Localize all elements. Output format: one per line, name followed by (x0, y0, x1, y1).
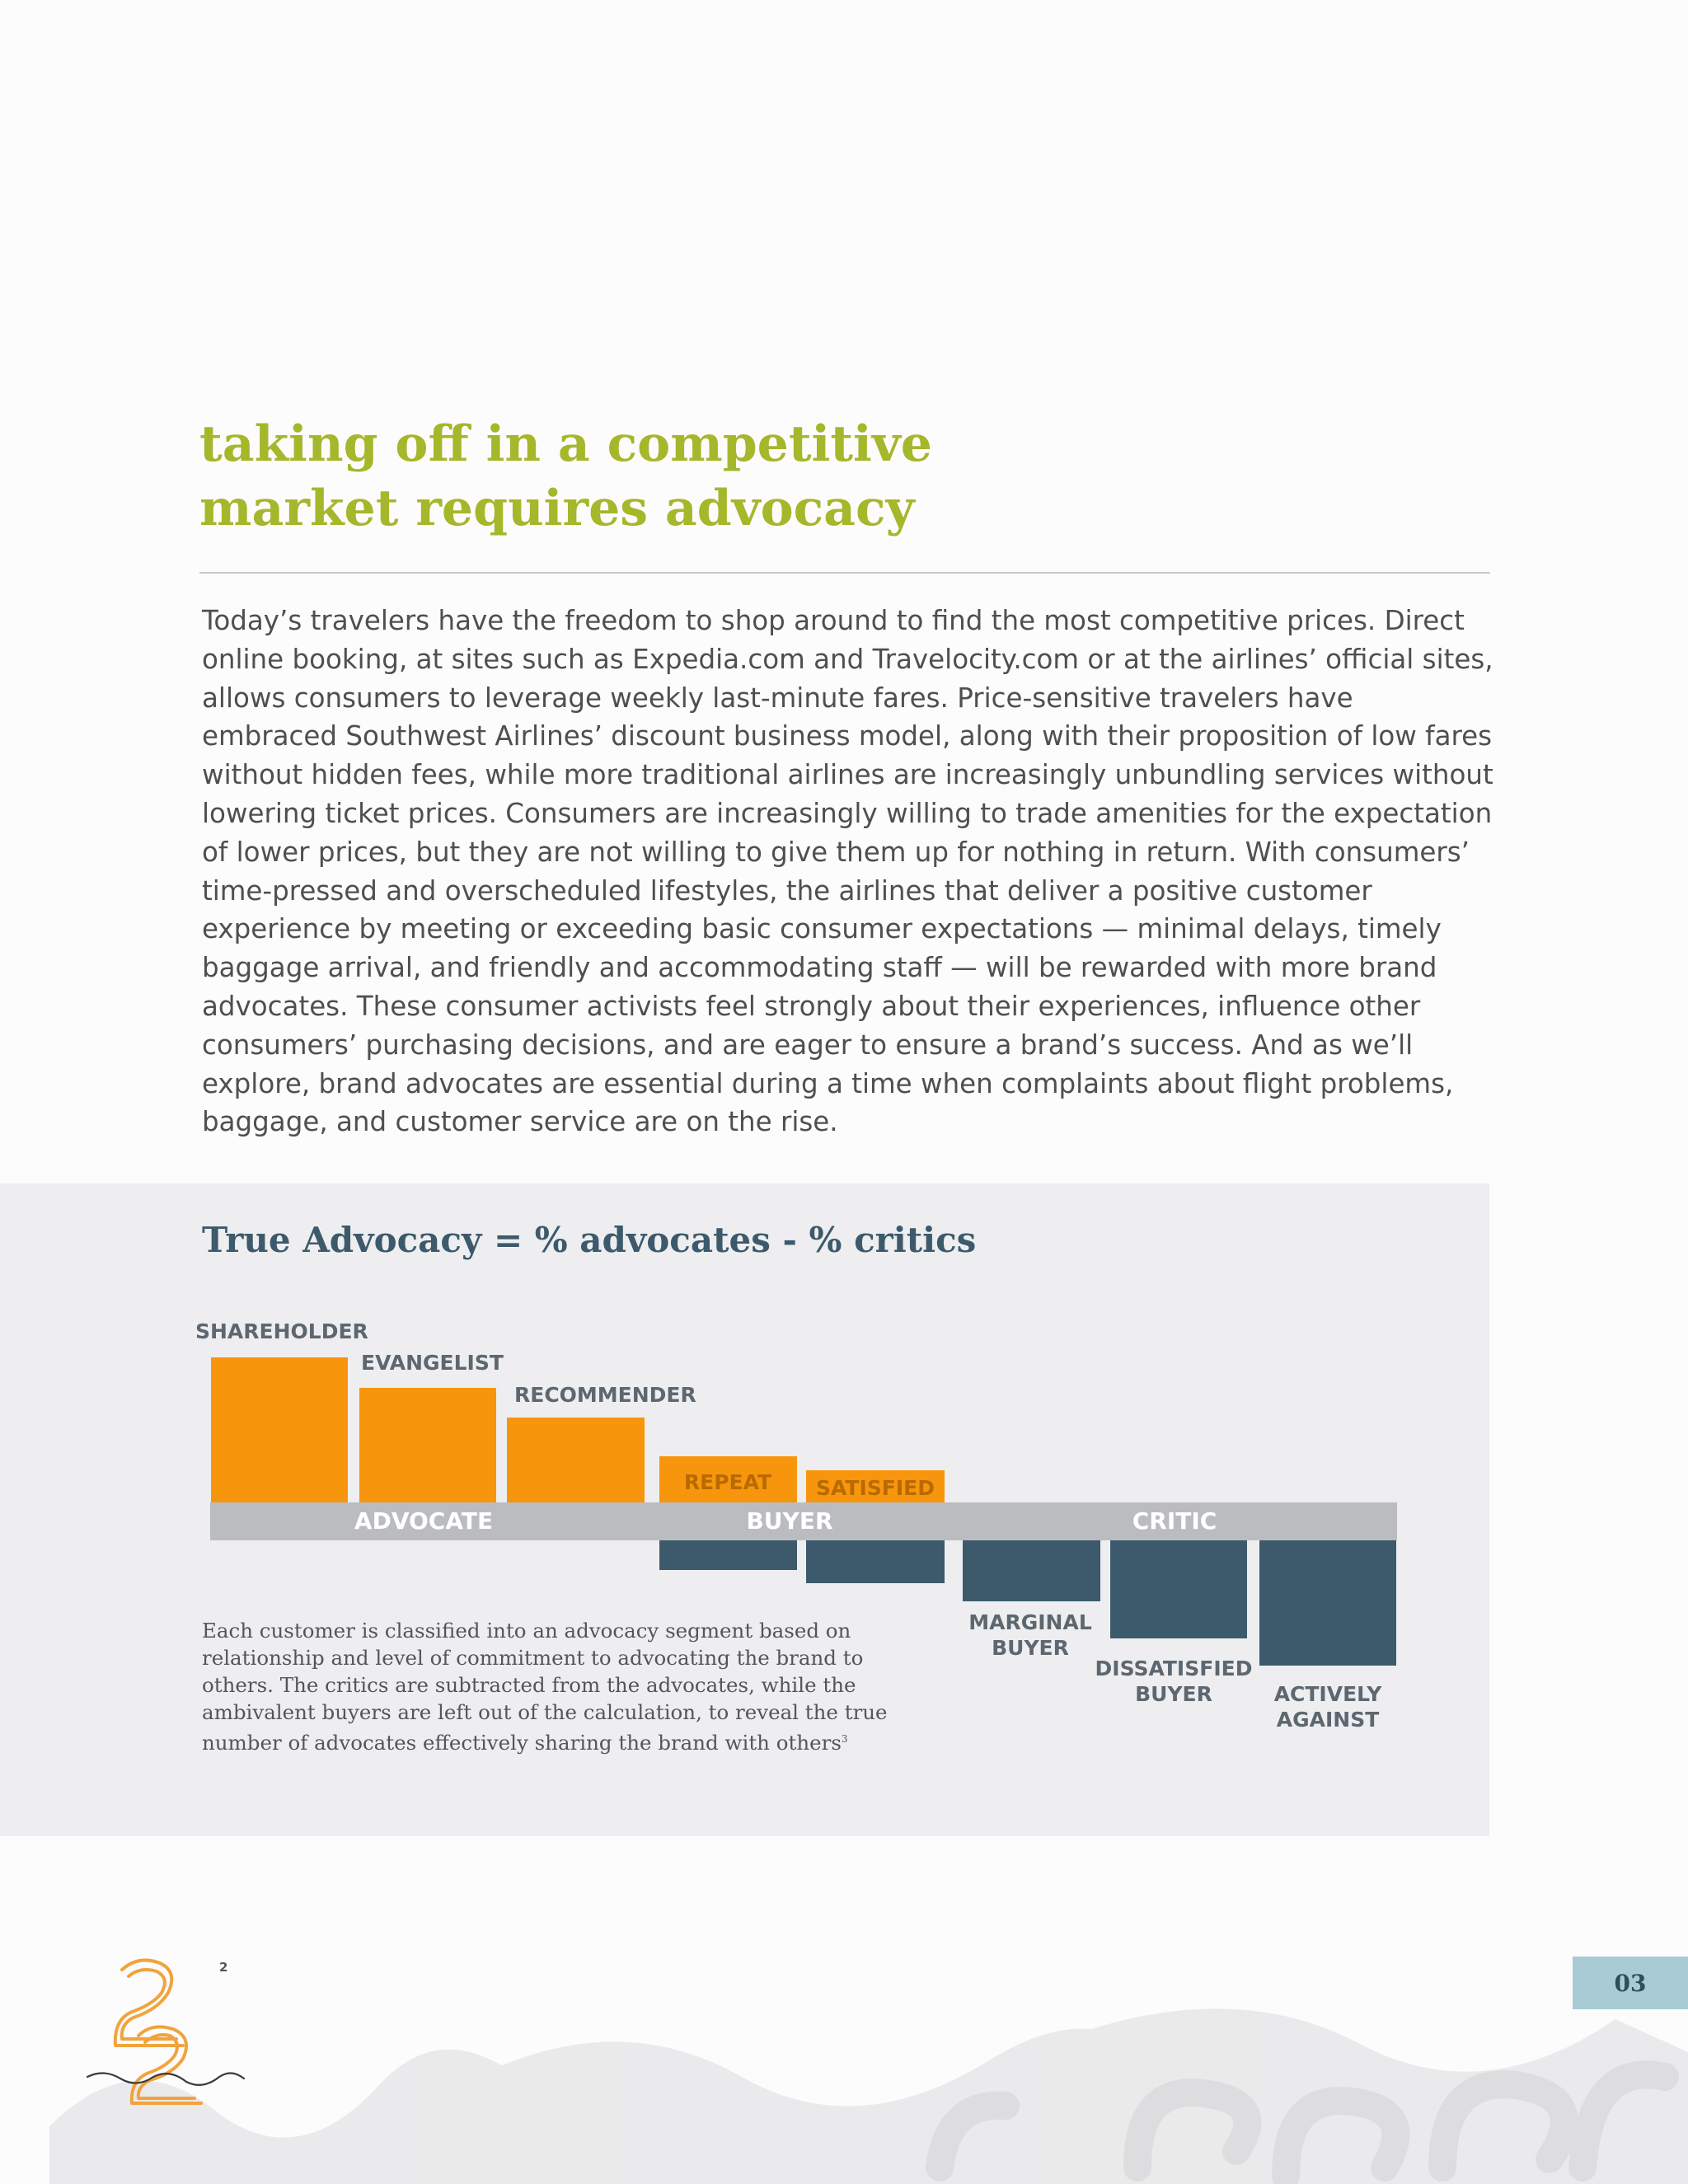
advocacy-chart: ADVOCATE BUYER CRITIC SHAREHOLDER EVANGELIS… (195, 1319, 1397, 1732)
segment-label-recommender: RECOMMENDER (514, 1383, 696, 1407)
logo-superscript: 2 (219, 1960, 227, 1975)
segment-label-dissatisfied-buyer-line-1: DISSATISFIED (1095, 1657, 1253, 1680)
bar-buyer-critic-4 (659, 1540, 797, 1570)
body-paragraph: Today’s travelers have the freedom to sh… (202, 605, 1493, 1138)
band-bar (210, 1502, 1397, 1540)
segment-label-repeat: REPEAT (684, 1470, 771, 1494)
segment-label-marginal-buyer-line-1: MARGINAL (968, 1610, 1092, 1634)
bar-repeat (659, 1456, 797, 1502)
segment-label-evangelist: EVANGELIST (361, 1351, 504, 1375)
bar-dissatisfied-buyer (1110, 1540, 1247, 1638)
bar-marginal-buyer (963, 1540, 1100, 1601)
background-texture (49, 2008, 1688, 2184)
bar-shareholder (211, 1357, 348, 1502)
bar-recommender (507, 1418, 645, 1502)
twenty-two-squared-logo: 2 (86, 1958, 246, 2105)
band-labels: ADVOCATE BUYER CRITIC (354, 1507, 1217, 1535)
headline: taking off in a competitive market requi… (199, 412, 1271, 541)
segment-label-satisfied: SATISFIED (816, 1476, 935, 1500)
segment-label-shareholder: SHAREHOLDER (195, 1319, 368, 1343)
segment-label-actively-against-line-2: AGAINST (1277, 1708, 1380, 1732)
chart-title: True Advocacy = % advocates - % critics (202, 1220, 977, 1260)
footnote-marker: 3 (841, 1733, 848, 1745)
band-label-critic: CRITIC (1132, 1507, 1217, 1535)
chart-caption-text: Each customer is classified into an advo… (202, 1619, 888, 1755)
chart-caption: Each customer is classified into an advo… (202, 1617, 927, 1756)
segment-label-actively-against-line-1: ACTIVELY (1274, 1682, 1383, 1706)
segment-label-dissatisfied-buyer-line-2: BUYER (1135, 1682, 1212, 1706)
bar-satisfied (806, 1470, 945, 1502)
band-label-advocate: ADVOCATE (354, 1507, 493, 1535)
logo-signature (86, 2072, 246, 2086)
bar-actively-against (1259, 1540, 1396, 1666)
headline-line-2: market requires advocacy (199, 480, 915, 537)
divider-rule (199, 572, 1490, 574)
bar-buyer-critic-6 (806, 1540, 945, 1583)
bars-layer (211, 1357, 1396, 1666)
segment-label-marginal-buyer-line-2: BUYER (992, 1636, 1069, 1660)
page-number: 03 (1573, 1957, 1688, 2009)
segment-labels: SHAREHOLDER EVANGELIST RECOMMENDER REPEAT SA… (195, 1319, 1382, 1732)
bar-evangelist (359, 1388, 496, 1502)
band-label-buyer: BUYER (746, 1507, 832, 1535)
headline-line-1: taking off in a competitive (199, 415, 932, 473)
